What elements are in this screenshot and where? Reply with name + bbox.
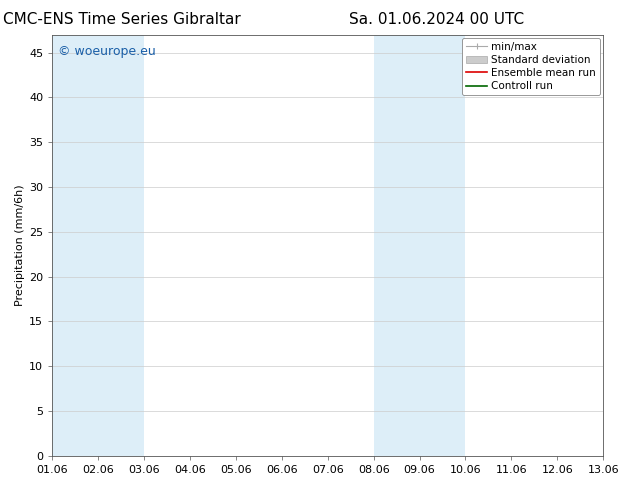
Text: Sa. 01.06.2024 00 UTC: Sa. 01.06.2024 00 UTC bbox=[349, 12, 524, 27]
Y-axis label: Precipitation (mm/6h): Precipitation (mm/6h) bbox=[15, 184, 25, 306]
Legend: min/max, Standard deviation, Ensemble mean run, Controll run: min/max, Standard deviation, Ensemble me… bbox=[462, 38, 600, 96]
Bar bbox=[420, 35, 465, 456]
Bar bbox=[373, 35, 420, 456]
Text: © woeurope.eu: © woeurope.eu bbox=[58, 45, 155, 58]
Text: CMC-ENS Time Series Gibraltar: CMC-ENS Time Series Gibraltar bbox=[3, 12, 241, 27]
Bar bbox=[98, 35, 144, 456]
Bar bbox=[53, 35, 98, 456]
